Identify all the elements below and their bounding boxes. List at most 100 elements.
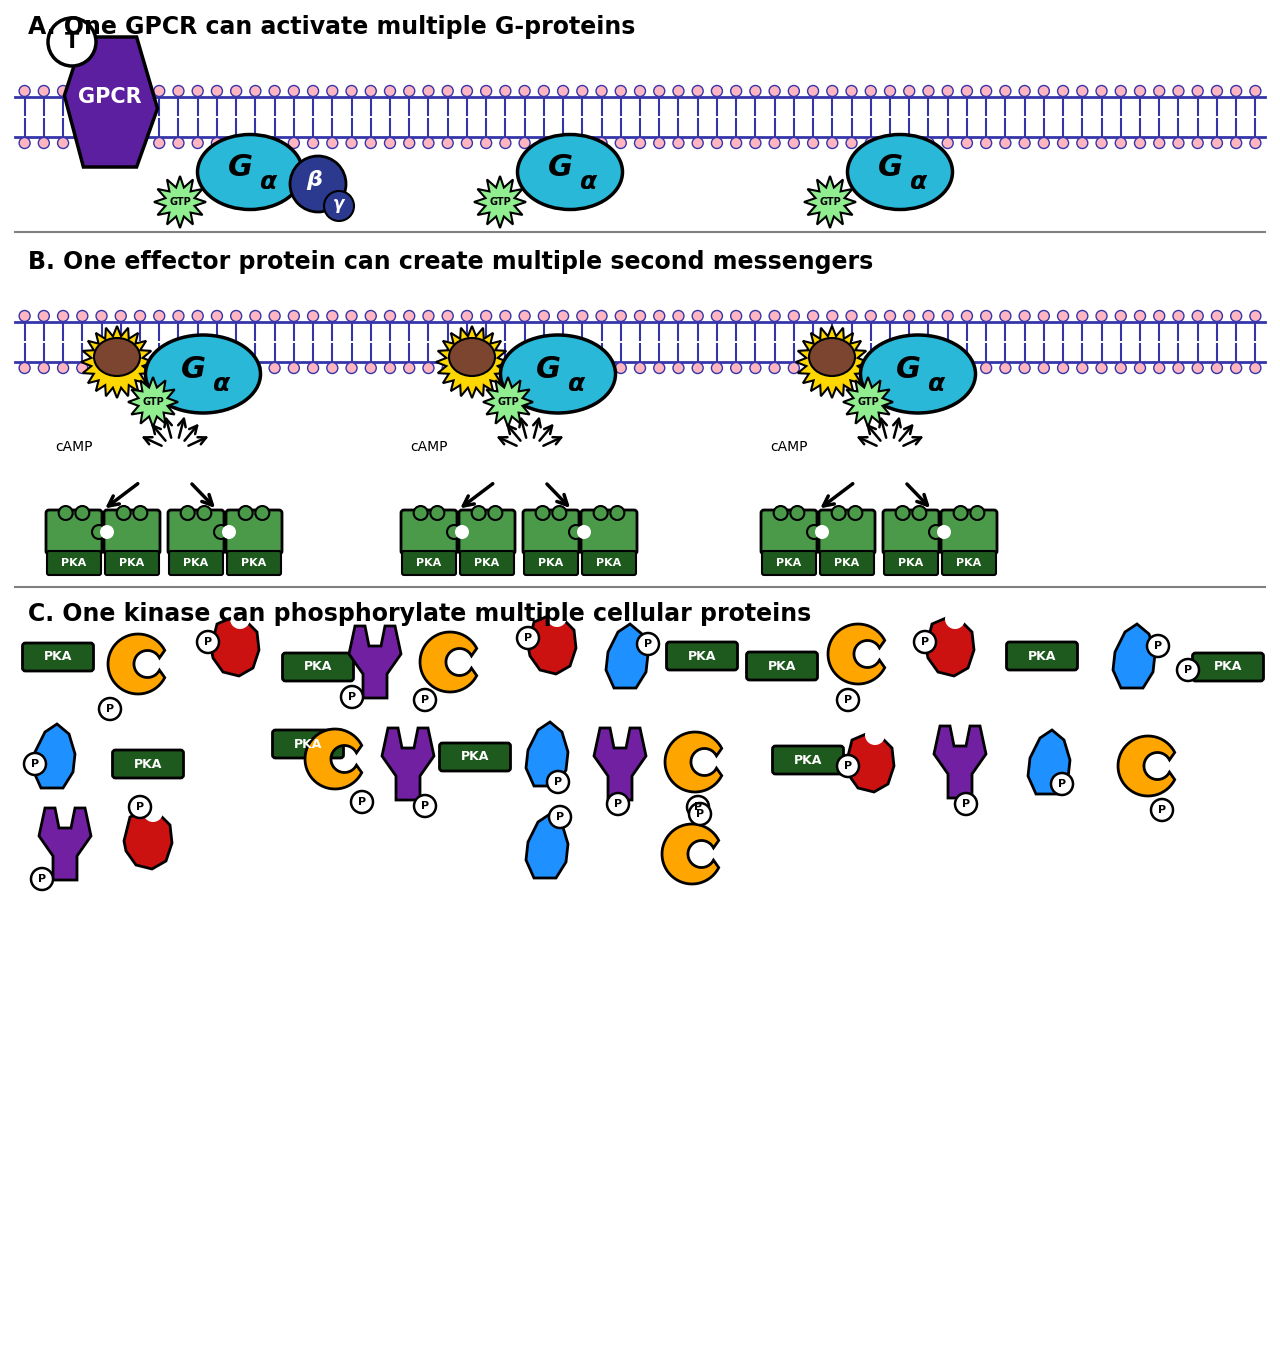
FancyBboxPatch shape [402,552,456,575]
FancyBboxPatch shape [819,509,876,554]
Circle shape [750,138,760,148]
Circle shape [616,362,626,373]
FancyBboxPatch shape [227,552,282,575]
Text: P: P [614,799,622,809]
Circle shape [19,362,31,373]
Circle shape [637,633,659,655]
Ellipse shape [197,135,302,210]
Polygon shape [1117,735,1175,795]
Circle shape [96,138,108,148]
Circle shape [454,524,468,539]
Circle shape [211,362,223,373]
Text: P: P [844,761,852,771]
Text: α: α [260,170,276,193]
Circle shape [712,86,722,97]
Circle shape [596,362,607,373]
FancyBboxPatch shape [883,509,940,554]
Circle shape [173,362,184,373]
Circle shape [326,138,338,148]
Circle shape [1057,311,1069,321]
Circle shape [769,86,780,97]
Circle shape [769,138,780,148]
Text: P: P [524,633,532,643]
FancyBboxPatch shape [439,744,511,771]
Circle shape [1153,311,1165,321]
Circle shape [1057,362,1069,373]
Circle shape [635,86,645,97]
Circle shape [384,138,396,148]
Circle shape [865,138,877,148]
Circle shape [471,507,485,520]
Circle shape [31,868,52,889]
Circle shape [38,86,50,97]
FancyBboxPatch shape [460,509,515,554]
Circle shape [422,86,434,97]
Circle shape [173,86,184,97]
Polygon shape [796,326,868,398]
Polygon shape [124,810,172,869]
Circle shape [750,311,760,321]
Circle shape [1249,362,1261,373]
Circle shape [1134,138,1146,148]
Text: P: P [31,759,40,770]
Circle shape [570,524,582,539]
Text: P: P [38,874,46,884]
Polygon shape [594,729,646,799]
Circle shape [607,793,628,814]
Text: PKA: PKA [461,750,489,764]
Circle shape [1153,138,1165,148]
Circle shape [837,755,859,776]
Circle shape [96,311,108,321]
Circle shape [413,689,436,711]
Circle shape [577,524,591,539]
FancyBboxPatch shape [582,552,636,575]
Circle shape [913,507,927,520]
Circle shape [500,86,511,97]
Text: PKA: PKA [183,558,209,568]
Circle shape [1211,362,1222,373]
Circle shape [250,362,261,373]
Circle shape [937,524,951,539]
Text: P: P [694,802,701,812]
Circle shape [365,138,376,148]
Circle shape [849,507,863,520]
Text: PKA: PKA [794,753,822,767]
Circle shape [539,311,549,321]
Circle shape [884,138,896,148]
Circle shape [115,86,127,97]
Circle shape [520,138,530,148]
Polygon shape [81,326,154,398]
Circle shape [154,86,165,97]
Circle shape [58,311,69,321]
Circle shape [961,86,973,97]
Ellipse shape [500,335,616,413]
Text: cAMP: cAMP [771,440,808,454]
Text: G: G [896,354,920,384]
Circle shape [577,311,588,321]
Circle shape [1249,86,1261,97]
FancyBboxPatch shape [46,509,102,554]
Circle shape [577,86,588,97]
Circle shape [77,362,88,373]
Circle shape [914,631,936,652]
Circle shape [413,507,428,520]
Circle shape [904,86,915,97]
Text: PKA: PKA [294,737,323,750]
Circle shape [180,507,195,520]
FancyBboxPatch shape [942,552,996,575]
Circle shape [942,86,954,97]
Polygon shape [804,176,856,227]
Circle shape [846,138,858,148]
Circle shape [197,631,219,652]
Circle shape [250,138,261,148]
Circle shape [692,138,703,148]
Polygon shape [666,731,722,791]
Circle shape [1172,86,1184,97]
Circle shape [955,793,977,814]
FancyBboxPatch shape [273,730,343,759]
Circle shape [832,507,846,520]
Circle shape [808,86,819,97]
Polygon shape [844,377,893,428]
Circle shape [923,138,934,148]
Polygon shape [108,633,165,695]
